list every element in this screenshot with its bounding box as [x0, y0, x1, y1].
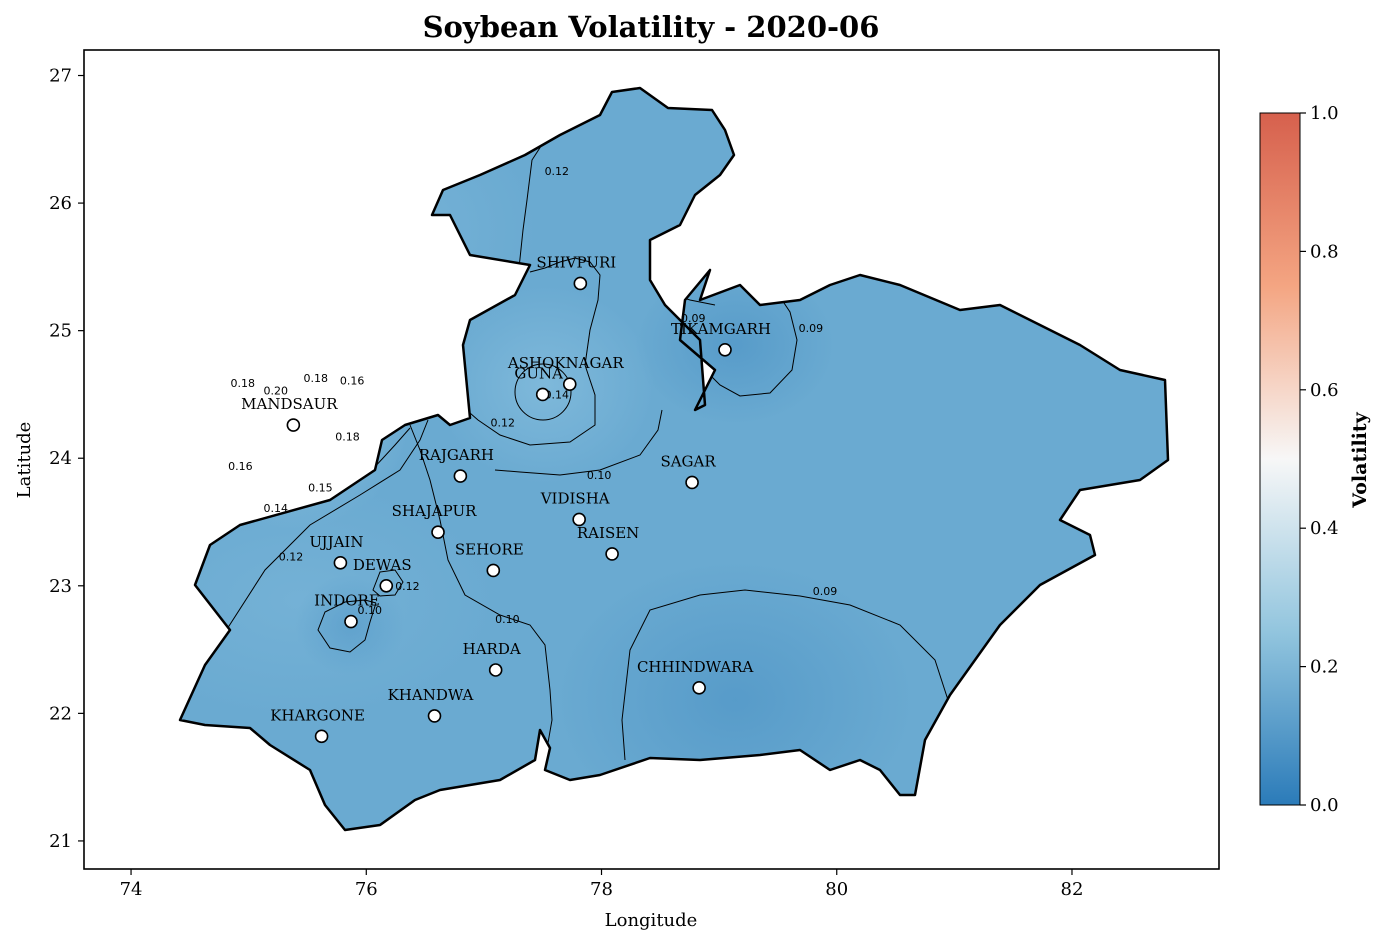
contour-label: 0.09 [681, 312, 706, 325]
contour-label: 0.09 [813, 585, 838, 598]
district-label: SHIVPURI [536, 253, 616, 271]
district-marker[interactable] [692, 681, 706, 695]
district-marker[interactable] [333, 556, 348, 570]
x-tick-label: 80 [825, 879, 848, 900]
district-label: MANDSAUR [241, 395, 338, 413]
district-label: KHANDWA [388, 686, 474, 704]
district-label: SHAJAPUR [392, 502, 478, 520]
colorbar-gradient [1259, 112, 1301, 806]
contour-label: 0.12 [490, 417, 515, 430]
district-marker[interactable] [718, 342, 732, 357]
district-label: KHARGONE [270, 706, 365, 724]
district-label: RAJGARH [419, 446, 494, 464]
state-border [178, 86, 1170, 832]
district-label: TIKAMGARH [671, 320, 771, 338]
district-marker[interactable] [562, 377, 577, 392]
contour-label: 0.12 [395, 580, 420, 593]
district-label: ASHOKNAGAR [507, 354, 624, 372]
y-tick-label: 21 [49, 831, 72, 852]
district-marker[interactable] [535, 387, 550, 402]
district-marker[interactable] [486, 563, 501, 578]
district-marker[interactable] [685, 475, 699, 490]
colorbar-tick-label: 0.4 [1310, 518, 1339, 539]
x-tick-label: 82 [1061, 879, 1084, 900]
district-marker[interactable] [379, 578, 394, 593]
contour-label: 0.10 [358, 604, 383, 617]
contour-label: 0.10 [495, 613, 520, 626]
district-marker[interactable] [453, 469, 468, 483]
y-tick-label: 23 [49, 576, 72, 597]
district-marker[interactable] [573, 276, 588, 291]
district-label: HARDA [463, 640, 521, 658]
district-label: INDORE [314, 592, 380, 610]
district-marker[interactable] [605, 547, 619, 561]
district-label: DEWAS [353, 556, 412, 574]
district-marker[interactable] [344, 614, 358, 629]
contour-label: 0.14 [263, 502, 288, 515]
colorbar-tick-label: 1.0 [1310, 103, 1339, 124]
x-axis: 74 76 78 80 82 [120, 869, 1084, 900]
chart-title: Soybean Volatility - 2020-06 [423, 10, 880, 44]
y-tick-label: 27 [49, 66, 72, 87]
y-axis-label: Latitude [14, 422, 35, 499]
district-label: GUNA [514, 364, 563, 382]
district-label: VIDISHA [540, 489, 610, 507]
x-tick-label: 76 [355, 879, 378, 900]
y-tick-label: 22 [49, 703, 72, 724]
y-tick-label: 26 [49, 193, 72, 214]
y-tick-label: 24 [49, 448, 72, 469]
x-tick-label: 74 [120, 879, 143, 900]
y-tick-label: 25 [49, 321, 72, 342]
contour-label: 0.18 [231, 377, 256, 390]
x-axis-label: Longitude [605, 910, 698, 931]
district-marker[interactable] [488, 663, 503, 677]
colorbar: 0.0 0.2 0.4 0.6 0.8 1.0 Volatility [1259, 103, 1371, 816]
district-label: SEHORE [455, 540, 524, 558]
colorbar-label: Volatility [1349, 411, 1371, 508]
district-marker[interactable] [314, 729, 329, 744]
colorbar-ticks: 0.0 0.2 0.4 0.6 0.8 1.0 [1300, 103, 1339, 816]
colorbar-tick-label: 0.8 [1310, 241, 1339, 262]
district-label: UJJAIN [309, 533, 363, 551]
contour-label: 0.09 [799, 322, 824, 335]
colorbar-tick-label: 0.6 [1310, 380, 1339, 401]
contour-label: 0.14 [545, 388, 570, 401]
contour-label: 0.10 [587, 469, 612, 482]
colorbar-tick-label: 0.2 [1310, 657, 1339, 678]
district-marker[interactable] [572, 512, 586, 527]
contour-labels: 0.12 0.14 0.12 0.10 0.09 0.09 0.18 0.20 0.18 0.16… [228, 165, 837, 626]
district-label: CHHINDWARA [637, 658, 754, 676]
district-marker[interactable] [431, 525, 445, 540]
contour-label: 0.12 [545, 165, 570, 178]
x-tick-label: 78 [590, 879, 613, 900]
contour-label: 0.16 [340, 374, 365, 387]
contour-label: 0.18 [335, 431, 360, 444]
contour-label: 0.16 [228, 460, 253, 473]
district-marker[interactable] [286, 418, 301, 432]
contour-label: 0.18 [303, 372, 328, 385]
contour-label: 0.20 [263, 385, 288, 398]
colorbar-tick-label: 0.0 [1310, 795, 1339, 816]
y-axis: 21 22 23 24 25 26 27 [49, 66, 84, 852]
district-marker[interactable] [427, 709, 442, 723]
district-label: SAGAR [660, 452, 716, 470]
contour-label: 0.12 [279, 550, 304, 563]
district-label: RAISEN [577, 524, 639, 542]
contour-label: 0.15 [308, 482, 333, 495]
